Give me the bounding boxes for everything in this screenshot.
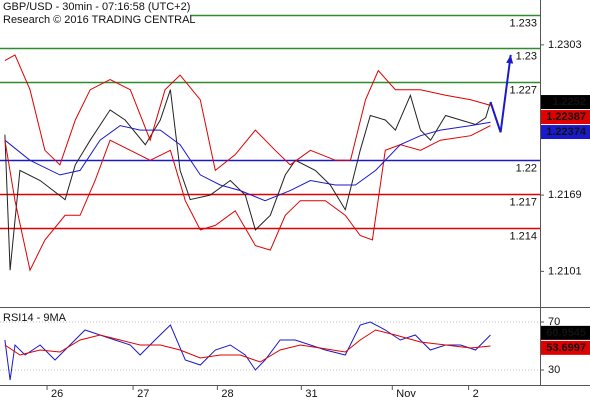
x-tick-label: 2 — [473, 388, 479, 400]
last-value-box — [541, 95, 590, 110]
level-label: 1.233 — [509, 17, 537, 29]
series-line — [4, 54, 491, 172]
rsi-title: RSI14 - 9MA — [3, 312, 67, 324]
last-value-box — [541, 325, 590, 340]
y-tick-label: 70 — [548, 316, 560, 328]
last-value-box — [541, 125, 590, 140]
last-value-label: 60.9545 — [546, 327, 586, 339]
title-bg — [0, 0, 190, 26]
level-label: 1.214 — [509, 230, 537, 242]
x-tick-label: Nov — [396, 388, 416, 400]
arrow-head — [506, 54, 514, 64]
last-value-label: 1.22387 — [546, 111, 586, 123]
x-tick-label: 31 — [305, 388, 317, 400]
y-tick-label: 30 — [548, 364, 560, 376]
series-line — [4, 329, 491, 363]
last-value-box — [541, 340, 590, 355]
chart-subtitle: Research © 2016 TRADING CENTRAL — [3, 14, 196, 26]
level-label: 1.22 — [516, 162, 537, 174]
chart-title: GBP/USD - 30min - 07:16:58 (UTC+2) — [3, 1, 190, 13]
x-tick-label: 27 — [137, 388, 149, 400]
level-label: 1.217 — [509, 196, 537, 208]
x-tick-label: 26 — [51, 388, 63, 400]
series-line — [4, 121, 491, 202]
plot-layer: 1.233 1.23 1.227 1.22 1.217 1.214 1.2303 1.2169… — [0, 14, 590, 400]
last-value-label: 1.2252 — [552, 96, 586, 108]
y-tick-label: 1.2169 — [548, 189, 582, 201]
last-value-box — [541, 110, 590, 125]
level-label: 1.227 — [509, 84, 537, 96]
y-tick-label: 1.2303 — [548, 39, 582, 51]
series-line — [4, 89, 491, 271]
projection-arrow — [489, 54, 512, 133]
last-value-label: 1.22374 — [546, 126, 587, 138]
series-line — [4, 125, 491, 272]
x-tick-label: 28 — [221, 388, 233, 400]
level-label: 1.23 — [516, 50, 537, 62]
last-value-label: 53.6997 — [546, 342, 586, 354]
y-tick-label: 1.2101 — [548, 265, 582, 277]
